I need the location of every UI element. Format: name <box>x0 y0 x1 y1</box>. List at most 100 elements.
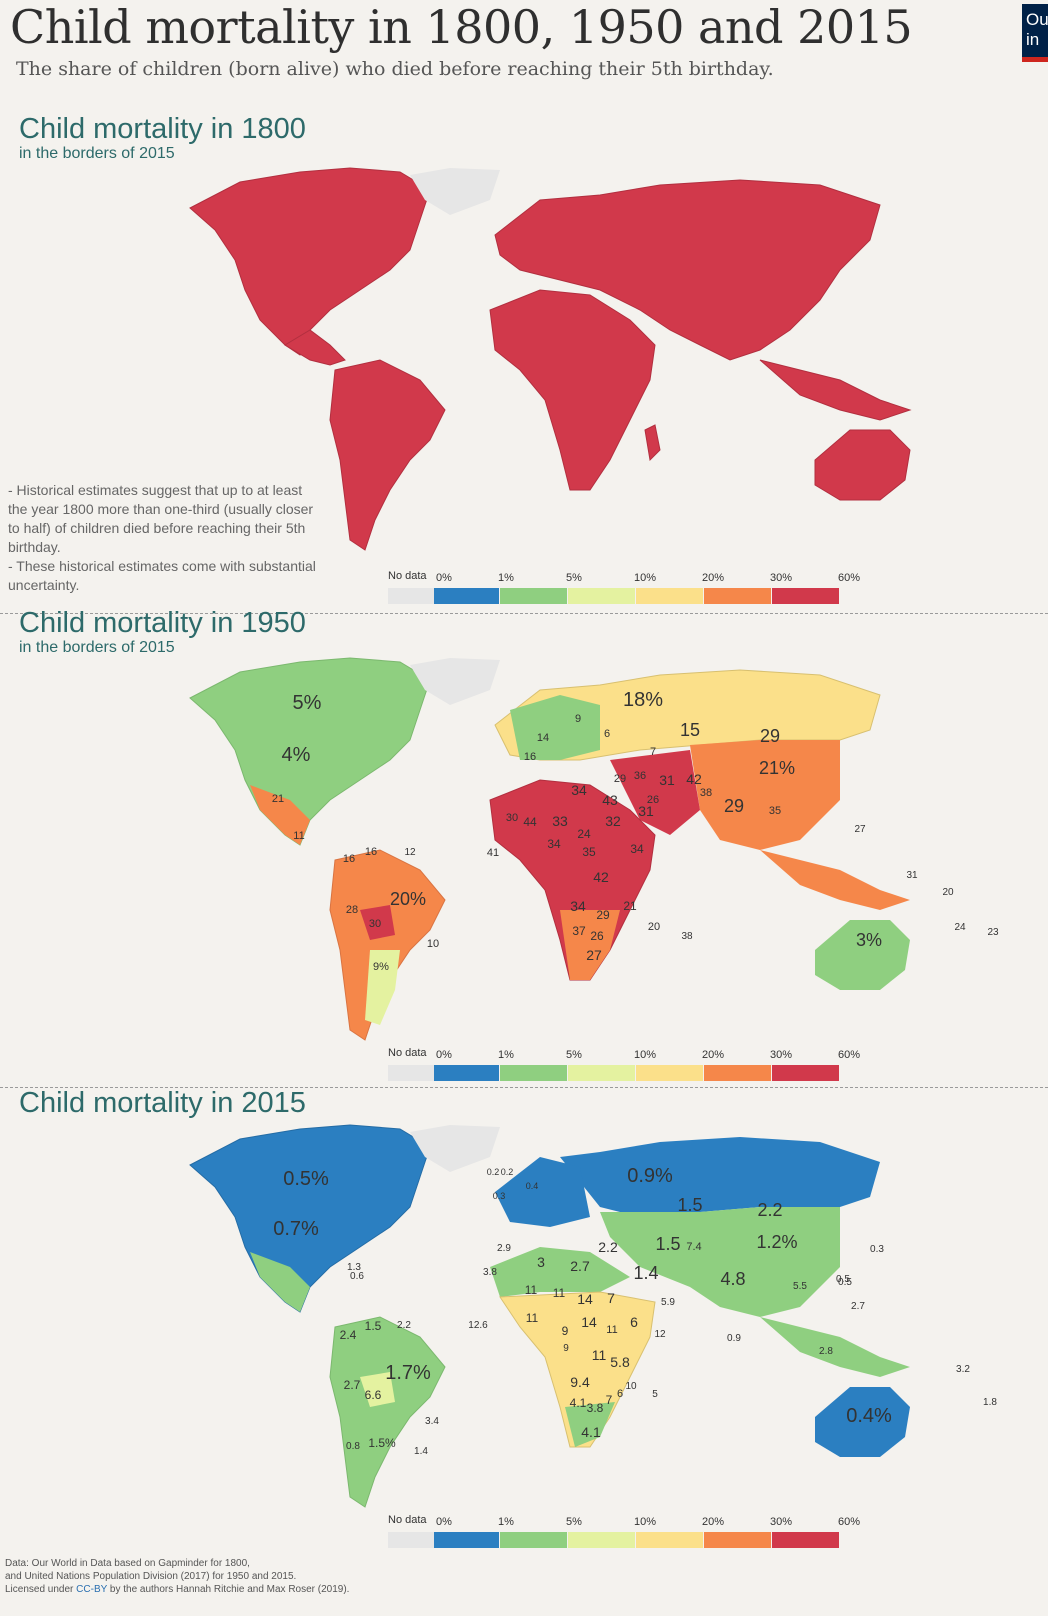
map-value-label: 1.4 <box>633 1263 658 1283</box>
map-value-label: 0.4% <box>846 1405 892 1427</box>
legend-color-bin <box>434 588 499 604</box>
map-value-label: 24 <box>954 922 966 933</box>
footer-line-1: Data: Our World in Data based on Gapmind… <box>5 1558 250 1569</box>
section-divider <box>0 613 1048 614</box>
map-value-label: 1.5 <box>677 1195 702 1215</box>
map-value-label: 2.4 <box>340 1328 357 1342</box>
legend-tick-label: 30% <box>770 1516 793 1528</box>
map-value-label: 0.6 <box>350 1271 364 1282</box>
central-america <box>284 329 346 366</box>
legend-no-data-label: No data <box>388 1047 427 1059</box>
map-value-label: 30 <box>369 918 381 930</box>
map-value-label: 0.8 <box>346 1441 360 1452</box>
source-footer: Data: Our World in Data based on Gapmind… <box>5 1557 349 1596</box>
greenland <box>410 658 500 705</box>
section-subtitle-1800: in the borders of 2015 <box>19 145 175 162</box>
map-value-label: 7 <box>650 746 656 758</box>
map-value-label: 31 <box>906 870 918 881</box>
legend-no-data-swatch <box>388 1065 434 1081</box>
map-value-label: 29 <box>760 726 780 746</box>
legend-tick-label: 0% <box>436 1516 452 1528</box>
map-value-label: 10 <box>427 938 439 950</box>
note-text: - Historical estimates suggest that up t… <box>8 482 316 593</box>
map-value-label: 0.5 <box>838 1277 852 1288</box>
legend-tick-label: 1% <box>498 572 514 584</box>
map-value-label: 21 <box>272 793 284 805</box>
legend-color-bin <box>636 1532 703 1548</box>
map-value-label: 11 <box>606 1324 617 1336</box>
north-america <box>189 1124 431 1313</box>
map-value-label: 16 <box>524 751 536 763</box>
map-value-label: 21 <box>623 899 637 913</box>
map-value-label: 35 <box>769 805 781 817</box>
legend-color-bin <box>434 1532 499 1548</box>
map-value-label: 7 <box>607 1290 615 1306</box>
map-value-label: 5.8 <box>610 1354 630 1370</box>
map-value-label: 34 <box>547 837 561 851</box>
map-value-label: 7 <box>606 1393 613 1407</box>
section-title-1800: Child mortality in 1800 <box>19 113 306 145</box>
greenland <box>410 1125 500 1172</box>
map-value-label: 34 <box>571 782 587 798</box>
map-value-label: 9 <box>575 713 581 725</box>
europe <box>510 695 600 760</box>
legend-tick-label: 5% <box>566 1049 582 1061</box>
map-value-label: 1.3 <box>347 1262 361 1273</box>
middle-east <box>610 750 700 835</box>
map-value-label: 1.8 <box>983 1397 997 1408</box>
map-value-label: 3 <box>537 1254 545 1270</box>
map-value-label: 4% <box>282 744 311 766</box>
owid-logo[interactable]: Our in <box>1022 4 1048 62</box>
section-title-1950: Child mortality in 1950 <box>19 607 306 639</box>
map-value-label: 11 <box>525 1283 538 1297</box>
legend-tick-label: 20% <box>702 1049 725 1061</box>
map-value-label: 32 <box>605 813 621 829</box>
legend-color-bin <box>704 1532 771 1548</box>
greenland <box>410 168 500 215</box>
legend-no-data-swatch <box>388 1532 434 1548</box>
legend-color-bin <box>568 1065 635 1081</box>
map-value-label: 29 <box>614 773 626 785</box>
map-value-label: 0.4 <box>526 1181 539 1191</box>
map-value-label: 38 <box>700 787 712 799</box>
legend-color-bin <box>772 1532 839 1548</box>
map-value-label: 34 <box>630 842 644 856</box>
map-value-label: 28 <box>346 904 358 916</box>
map-value-label: 6 <box>604 728 610 740</box>
map-value-label: 1.5 <box>365 1319 382 1333</box>
map-value-label: 36 <box>634 770 646 782</box>
europe <box>495 1157 590 1227</box>
europe-asia <box>494 179 881 361</box>
map-value-label: 2.7 <box>344 1378 361 1392</box>
map-value-label: 11 <box>526 1311 539 1325</box>
legend-color-bin <box>636 1065 703 1081</box>
legend-no-data-label: No data <box>388 1514 427 1526</box>
legend-no-data-swatch <box>388 588 434 604</box>
map-value-label: 42 <box>686 771 702 787</box>
legend-tick-label: 60% <box>838 1049 861 1061</box>
south-america <box>329 1316 446 1508</box>
map-value-label: 2.2 <box>757 1200 782 1220</box>
map-value-label: 35 <box>582 845 596 859</box>
legend-tick-label: 10% <box>634 572 657 584</box>
legend-tick-label: 60% <box>838 1516 861 1528</box>
legend-color-bin <box>500 588 567 604</box>
cc-by-link[interactable]: CC-BY <box>76 1584 108 1595</box>
southeast-asia <box>760 850 910 910</box>
map-value-label: 3% <box>856 930 882 950</box>
russia <box>560 1137 880 1217</box>
map-value-label: 0.3 <box>870 1244 884 1255</box>
map-value-label: 2.8 <box>819 1346 833 1357</box>
legend-tick-label: 10% <box>634 1049 657 1061</box>
map-value-label: 4.8 <box>720 1269 745 1289</box>
map-value-label: 6 <box>630 1314 638 1330</box>
map-value-label: 1.7% <box>385 1362 431 1384</box>
map-value-label: 4.1 <box>570 1396 587 1410</box>
map-value-label: 34 <box>570 898 586 914</box>
asia <box>600 1207 840 1317</box>
map-value-label: 26 <box>647 794 659 806</box>
map-value-label: 29 <box>724 796 744 816</box>
legend-2015: No data 0% 1% 5% 10% 20% 30% 60% <box>388 1514 908 1564</box>
map-value-label: 14 <box>577 1291 593 1307</box>
bolivia <box>360 905 395 940</box>
